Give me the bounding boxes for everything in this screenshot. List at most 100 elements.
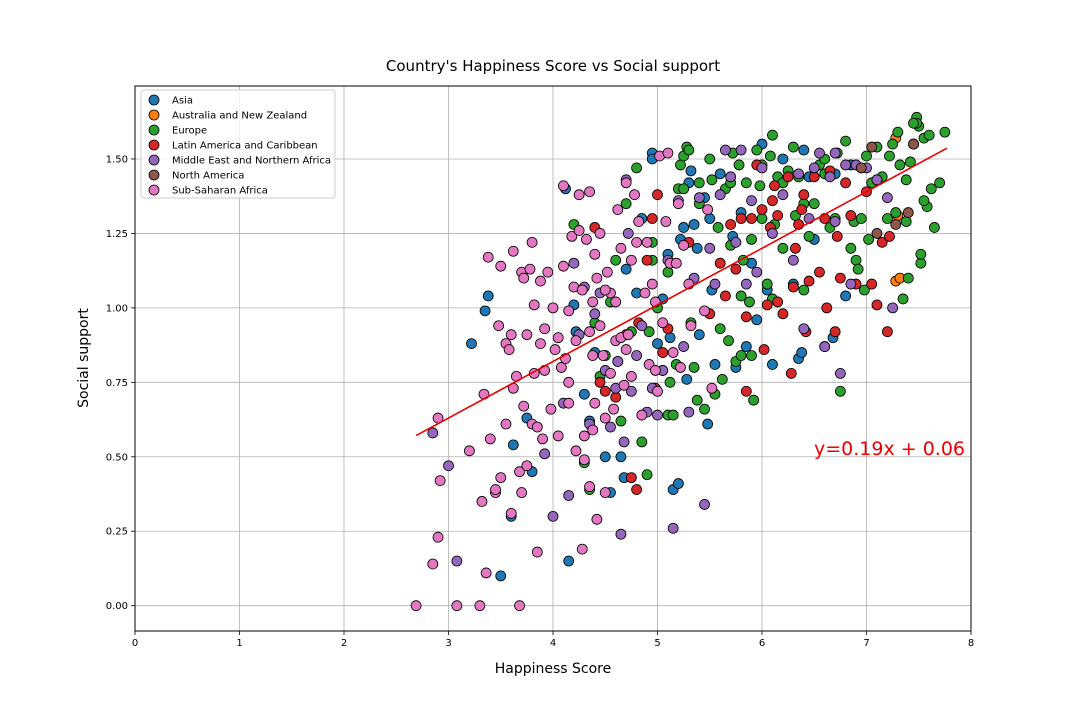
x-tick-label: 6	[759, 638, 765, 649]
x-tick-label: 1	[236, 638, 242, 649]
point-europe	[641, 469, 653, 481]
point-sub-saharan-africa	[605, 367, 616, 379]
point-sub-saharan-africa	[537, 433, 548, 445]
point-sub-saharan-africa	[662, 147, 674, 159]
point-sub-saharan-africa	[610, 296, 622, 308]
point-asia	[479, 305, 491, 317]
point-latin-america-and-caribbean	[803, 275, 815, 287]
legend-label-latin-america-and-caribbean: Latin America and Caribbean	[172, 141, 318, 152]
point-middle-east-and-northern-africa	[683, 406, 695, 418]
point-latin-america-and-caribbean	[746, 213, 757, 224]
point-sub-saharan-africa	[578, 430, 590, 442]
point-sub-saharan-africa	[657, 317, 669, 329]
y-tick-label: 1.00	[106, 303, 128, 314]
point-sub-saharan-africa	[410, 600, 422, 612]
point-middle-east-and-northern-africa	[751, 266, 763, 278]
point-sub-saharan-africa	[558, 180, 569, 192]
point-europe	[740, 177, 752, 189]
point-europe	[699, 403, 710, 415]
point-latin-america-and-caribbean	[884, 230, 895, 242]
legend-label-north-america: North America	[172, 171, 244, 182]
point-europe	[929, 222, 940, 233]
point-latin-america-and-caribbean	[787, 281, 799, 293]
point-sub-saharan-africa	[633, 216, 645, 227]
point-sub-saharan-africa	[474, 600, 486, 612]
point-europe	[683, 144, 695, 156]
point-europe	[688, 362, 700, 373]
point-north-america	[871, 228, 883, 239]
point-europe	[834, 385, 846, 397]
point-europe	[631, 162, 642, 174]
point-latin-america-and-caribbean	[871, 299, 883, 311]
point-europe	[746, 233, 757, 245]
point-sub-saharan-africa	[547, 302, 559, 314]
point-sub-saharan-africa	[570, 445, 582, 457]
point-europe	[693, 177, 705, 189]
point-asia	[685, 165, 697, 177]
point-europe	[777, 242, 789, 254]
point-sub-saharan-africa	[591, 513, 603, 525]
point-europe	[884, 150, 895, 162]
point-sub-saharan-africa	[581, 233, 592, 245]
point-middle-east-and-northern-africa	[622, 228, 634, 239]
point-sub-saharan-africa	[432, 531, 444, 543]
point-europe	[808, 198, 820, 210]
point-europe	[894, 159, 906, 171]
legend-label-sub-saharan-africa: Sub-Saharan Africa	[172, 186, 268, 197]
legend-marker-north-america	[148, 169, 160, 181]
point-europe	[925, 183, 937, 195]
point-sub-saharan-africa	[639, 287, 651, 299]
point-middle-east-and-northern-africa	[652, 409, 663, 421]
point-sub-saharan-africa	[451, 600, 463, 612]
point-europe	[754, 180, 766, 192]
legend-label-asia: Asia	[172, 96, 193, 107]
point-europe	[859, 284, 870, 296]
point-sub-saharan-africa	[587, 350, 599, 361]
point-middle-east-and-northern-africa	[605, 421, 616, 433]
point-latin-america-and-caribbean	[631, 484, 642, 495]
point-europe	[897, 293, 909, 305]
regression-equation: y=0.19x + 0.06	[814, 438, 965, 460]
point-sub-saharan-africa	[434, 475, 446, 487]
legend-marker-australia-and-new-zealand	[148, 109, 160, 121]
point-europe	[918, 195, 930, 207]
point-sub-saharan-africa	[480, 567, 492, 579]
point-middle-east-and-northern-africa	[451, 555, 463, 567]
point-middle-east-and-northern-africa	[730, 236, 742, 248]
point-middle-east-and-northern-africa	[871, 174, 883, 186]
point-europe	[764, 150, 776, 162]
point-europe	[767, 129, 778, 141]
point-sub-saharan-africa	[563, 376, 575, 388]
point-asia	[751, 314, 763, 326]
point-europe	[939, 126, 951, 138]
point-middle-east-and-northern-africa	[746, 195, 757, 207]
point-sub-saharan-africa	[531, 546, 543, 558]
point-sub-saharan-africa	[528, 299, 540, 311]
point-middle-east-and-northern-africa	[819, 341, 831, 352]
point-europe	[643, 326, 655, 338]
point-middle-east-and-northern-africa	[636, 320, 648, 332]
point-sub-saharan-africa	[518, 400, 530, 412]
point-latin-america-and-caribbean	[646, 213, 658, 224]
point-middle-east-and-northern-africa	[887, 302, 899, 314]
point-latin-america-and-caribbean	[796, 204, 808, 215]
point-europe	[890, 207, 902, 218]
point-middle-east-and-northern-africa	[615, 528, 627, 540]
point-europe	[923, 129, 935, 141]
point-asia	[681, 373, 693, 385]
legend-marker-sub-saharan-africa	[148, 184, 160, 196]
point-sub-saharan-africa	[552, 332, 564, 344]
point-sub-saharan-africa	[531, 421, 543, 433]
point-europe	[667, 409, 679, 421]
point-latin-america-and-caribbean	[740, 385, 752, 397]
point-europe	[636, 436, 648, 448]
point-sub-saharan-africa	[463, 445, 475, 457]
point-europe	[900, 174, 912, 186]
point-middle-east-and-northern-africa	[798, 323, 810, 335]
point-middle-east-and-northern-africa	[427, 427, 439, 439]
point-middle-east-and-northern-africa	[735, 144, 747, 156]
point-europe	[855, 213, 867, 224]
point-sub-saharan-africa	[558, 260, 569, 272]
point-sub-saharan-africa	[584, 186, 595, 198]
